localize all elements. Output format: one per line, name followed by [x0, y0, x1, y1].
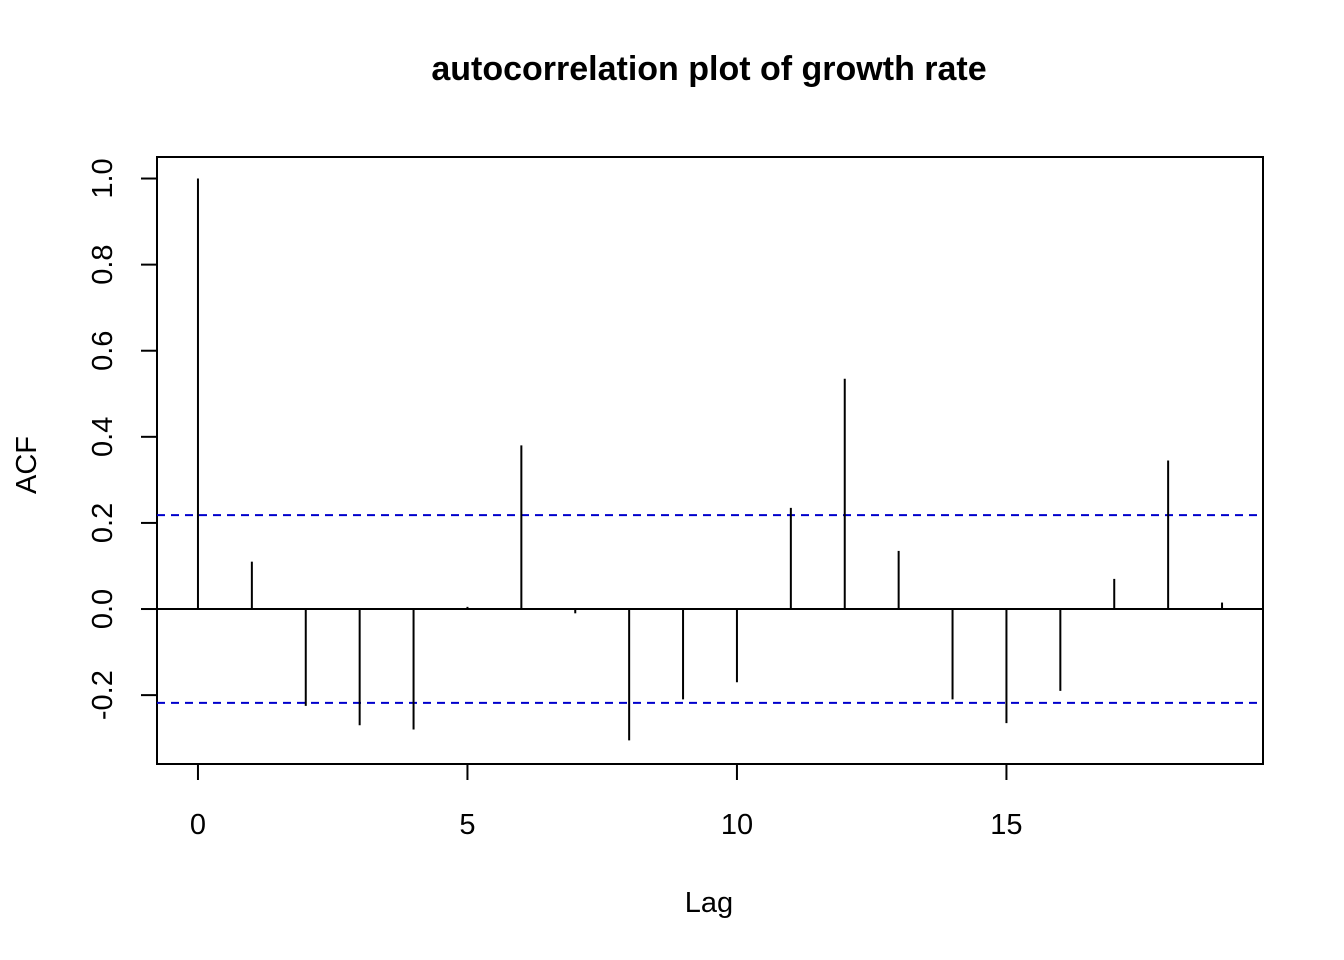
- y-tick-label: 0.6: [87, 331, 119, 371]
- y-tick-label: 0.0: [87, 589, 119, 629]
- acf-spikes: [196, 178, 1224, 741]
- y-tick-label: 0.4: [87, 417, 119, 457]
- x-tick-label: 0: [190, 809, 206, 841]
- y-tick-label: -0.2: [87, 670, 119, 720]
- y-tick-label: 1.0: [87, 158, 119, 198]
- y-tick-label: 0.2: [87, 503, 119, 543]
- confidence-bands: [157, 514, 1263, 704]
- y-axis-label: ACF: [11, 436, 43, 494]
- x-axis-label: Lag: [685, 887, 733, 919]
- plot-frame: [156, 156, 1264, 765]
- chart-title: autocorrelation plot of growth rate: [431, 50, 986, 88]
- x-tick-label: 15: [990, 809, 1022, 841]
- y-tick-label: 0.8: [87, 244, 119, 284]
- x-tick-label: 10: [721, 809, 753, 841]
- y-axis: -0.2 0.0 0.2 0.4 0.6 0.8 1.0: [87, 158, 158, 720]
- x-axis: 0 5 10 15: [190, 763, 1023, 841]
- x-tick-label: 5: [459, 809, 475, 841]
